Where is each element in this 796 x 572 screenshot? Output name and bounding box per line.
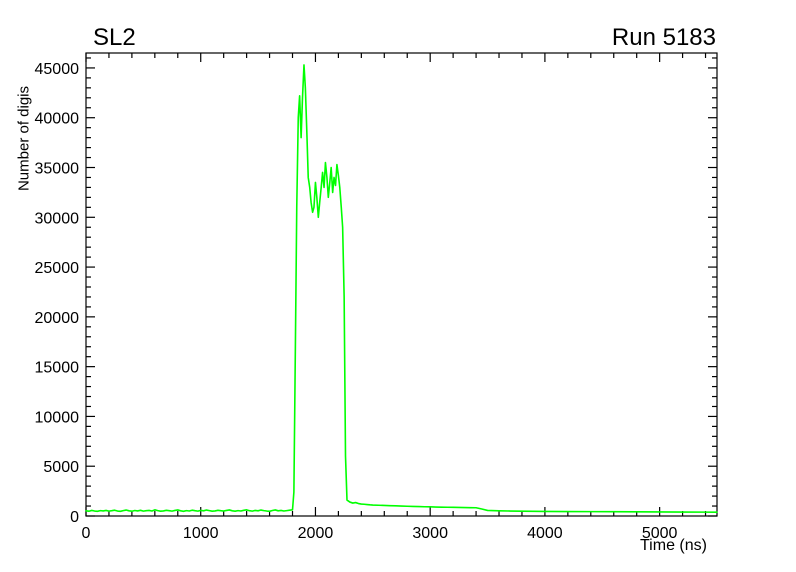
- x-axis-tick-labels: 0 1000 2000 3000 4000 5000: [82, 525, 678, 542]
- x-tick-label: 3000: [412, 525, 448, 542]
- y-tick-label: 0: [70, 509, 79, 526]
- y-tick-label: 5000: [43, 459, 79, 476]
- x-tick-label: 0: [82, 525, 91, 542]
- data-series-digis: [85, 64, 718, 514]
- y-tick-label: 15000: [35, 360, 80, 377]
- x-tick-label: 4000: [527, 525, 563, 542]
- y-axis-minor-ticks: [86, 57, 717, 507]
- y-tick-label: 25000: [35, 260, 80, 277]
- x-axis-major-ticks: [85, 53, 661, 516]
- x-tick-label: 2000: [298, 525, 334, 542]
- x-tick-label: 5000: [642, 525, 678, 542]
- y-tick-label: 35000: [35, 161, 80, 178]
- pad-title-left: SL2: [93, 24, 136, 51]
- axis-frame: [85, 52, 718, 517]
- pad-title-right: Run 5183: [611, 24, 716, 51]
- y-axis-major-ticks: [86, 67, 717, 517]
- y-tick-label: 20000: [35, 310, 80, 327]
- y-tick-label: 10000: [35, 409, 80, 426]
- y-axis-tick-labels: 0 5000 10000 15000 20000 25000 30000 35000 40000…: [35, 61, 80, 526]
- y-tick-label: 45000: [35, 61, 80, 78]
- x-tick-label: 1000: [183, 525, 219, 542]
- y-tick-label: 30000: [35, 210, 80, 227]
- x-axis-minor-ticks: [108, 53, 707, 516]
- x-axis-title: Time (ns): [640, 537, 707, 554]
- y-tick-label: 40000: [35, 111, 80, 128]
